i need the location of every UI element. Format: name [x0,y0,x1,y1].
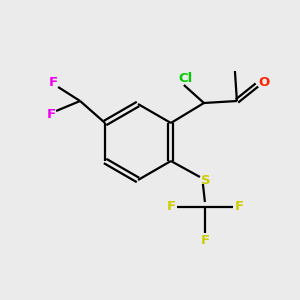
Text: S: S [201,175,211,188]
Text: F: F [46,109,56,122]
Text: F: F [166,200,176,214]
Text: F: F [200,233,209,247]
Text: O: O [258,76,269,89]
Text: Cl: Cl [179,73,193,85]
Text: F: F [49,76,58,89]
Text: F: F [234,200,244,214]
